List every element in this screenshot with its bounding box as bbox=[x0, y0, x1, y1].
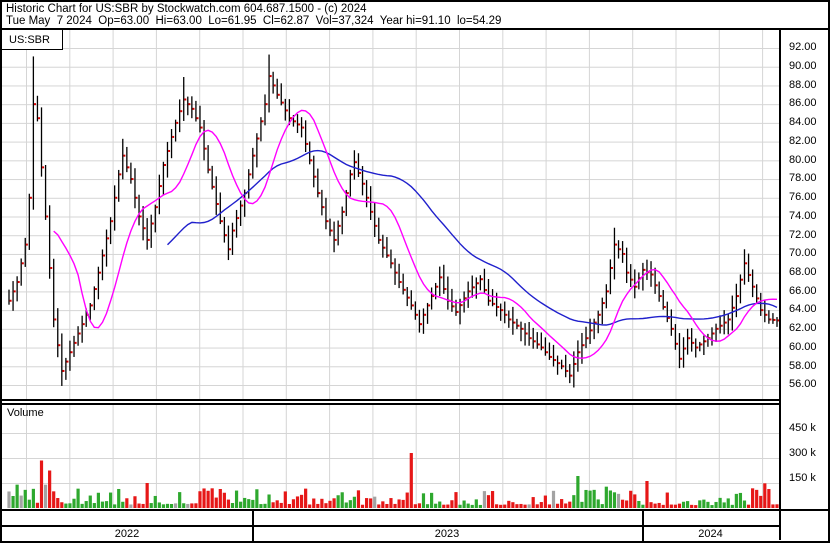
volume-tick-label: 450 k bbox=[789, 422, 816, 434]
price-tick-label: 76.00 bbox=[789, 191, 817, 204]
year-label: 2023 bbox=[434, 528, 460, 540]
price-tick-label: 56.00 bbox=[789, 378, 817, 391]
symbol-label: US:SBR bbox=[9, 34, 50, 46]
price-tick-label: 66.00 bbox=[789, 284, 817, 297]
volume-tick-label: 300 k bbox=[789, 447, 816, 459]
price-tick-label: 88.00 bbox=[789, 78, 817, 91]
price-tick-label: 86.00 bbox=[789, 97, 817, 110]
price-tick-label: 90.00 bbox=[789, 60, 817, 73]
volume-panel-label: Volume bbox=[7, 407, 44, 419]
price-tick-label: 62.00 bbox=[789, 322, 817, 335]
price-tick-label: 84.00 bbox=[789, 116, 817, 129]
price-tick-label: 82.00 bbox=[789, 134, 817, 147]
price-tick-label: 58.00 bbox=[789, 359, 817, 372]
chart-summary-line: Tue May 7 2024 Op=63.00 Hi=63.00 Lo=61.9… bbox=[6, 15, 502, 27]
chart-title: Historic Chart for US:SBR by Stockwatch.… bbox=[6, 3, 367, 15]
volume-tick-label: 150 k bbox=[789, 472, 816, 484]
price-tick-label: 72.00 bbox=[789, 228, 817, 241]
price-tick-label: 64.00 bbox=[789, 303, 817, 316]
price-tick-label: 68.00 bbox=[789, 265, 817, 278]
year-label: 2024 bbox=[698, 528, 723, 540]
price-tick-label: 74.00 bbox=[789, 209, 817, 222]
price-tick-label: 70.00 bbox=[789, 247, 817, 260]
price-tick-label: 60.00 bbox=[789, 340, 817, 353]
year-label: 2022 bbox=[114, 528, 140, 540]
price-tick-label: 78.00 bbox=[789, 172, 817, 185]
price-tick-label: 80.00 bbox=[789, 153, 817, 166]
price-tick-label: 92.00 bbox=[789, 41, 817, 54]
